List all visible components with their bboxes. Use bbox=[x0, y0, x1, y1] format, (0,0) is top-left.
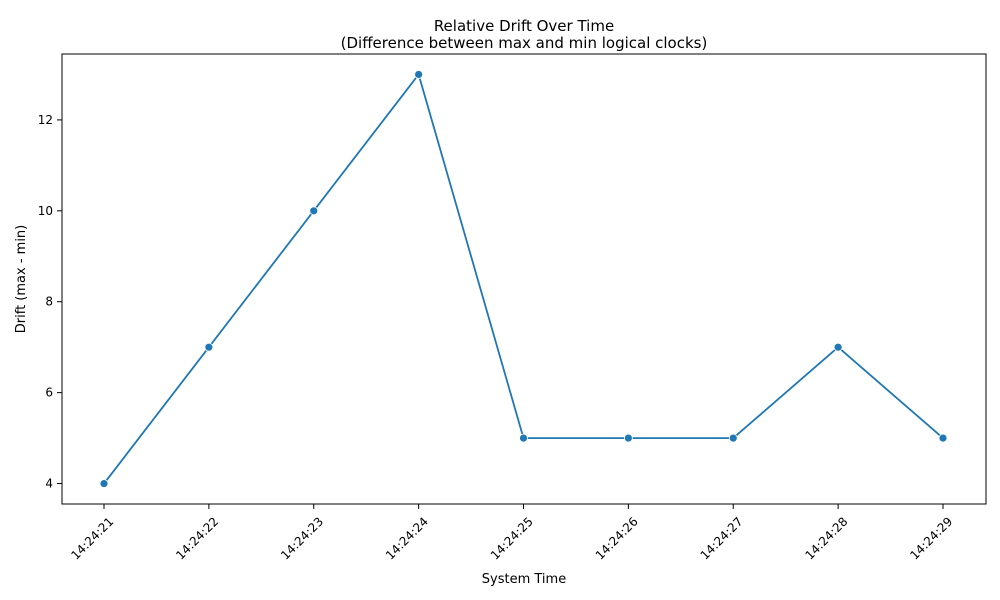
data-point bbox=[938, 433, 948, 443]
y-tick-label: 10 bbox=[38, 204, 53, 218]
y-axis-ticks: 4 6 8 10 12 bbox=[38, 113, 62, 491]
x-tick-label: 14:24:26 bbox=[593, 514, 641, 562]
x-tick-label: 14:24:25 bbox=[488, 514, 536, 562]
x-tick-label: 14:24:21 bbox=[68, 514, 116, 562]
x-tick-label: 14:24:24 bbox=[383, 514, 431, 562]
series-line bbox=[103, 73, 944, 485]
x-tick-label: 14:24:28 bbox=[802, 514, 850, 562]
data-point bbox=[623, 433, 633, 443]
y-axis-label: Drift (max - min) bbox=[14, 225, 29, 333]
series-layer bbox=[99, 70, 948, 488]
data-point bbox=[728, 433, 738, 443]
x-tick-label: 14:24:29 bbox=[907, 514, 955, 562]
chart-title: Relative Drift Over Time bbox=[434, 17, 614, 35]
chart-subtitle: (Difference between max and min logical … bbox=[341, 34, 708, 52]
data-point bbox=[309, 206, 319, 216]
x-axis-ticks: 14:24:21 14:24:22 14:24:23 14:24:24 14:24:25… bbox=[68, 504, 955, 562]
plot-frame bbox=[61, 53, 987, 505]
data-point bbox=[99, 479, 109, 488]
y-tick-label: 8 bbox=[45, 295, 53, 309]
y-tick-label: 4 bbox=[45, 477, 53, 491]
x-axis-label: System Time bbox=[482, 572, 566, 587]
data-point bbox=[414, 70, 424, 79]
x-tick-label: 14:24:23 bbox=[278, 514, 326, 562]
data-point bbox=[833, 342, 843, 352]
data-point bbox=[204, 342, 214, 352]
x-tick-label: 14:24:27 bbox=[698, 514, 746, 562]
y-tick-label: 6 bbox=[45, 386, 53, 400]
x-tick-label: 14:24:22 bbox=[173, 514, 221, 562]
data-point bbox=[519, 433, 528, 443]
y-tick-label: 12 bbox=[38, 113, 53, 127]
